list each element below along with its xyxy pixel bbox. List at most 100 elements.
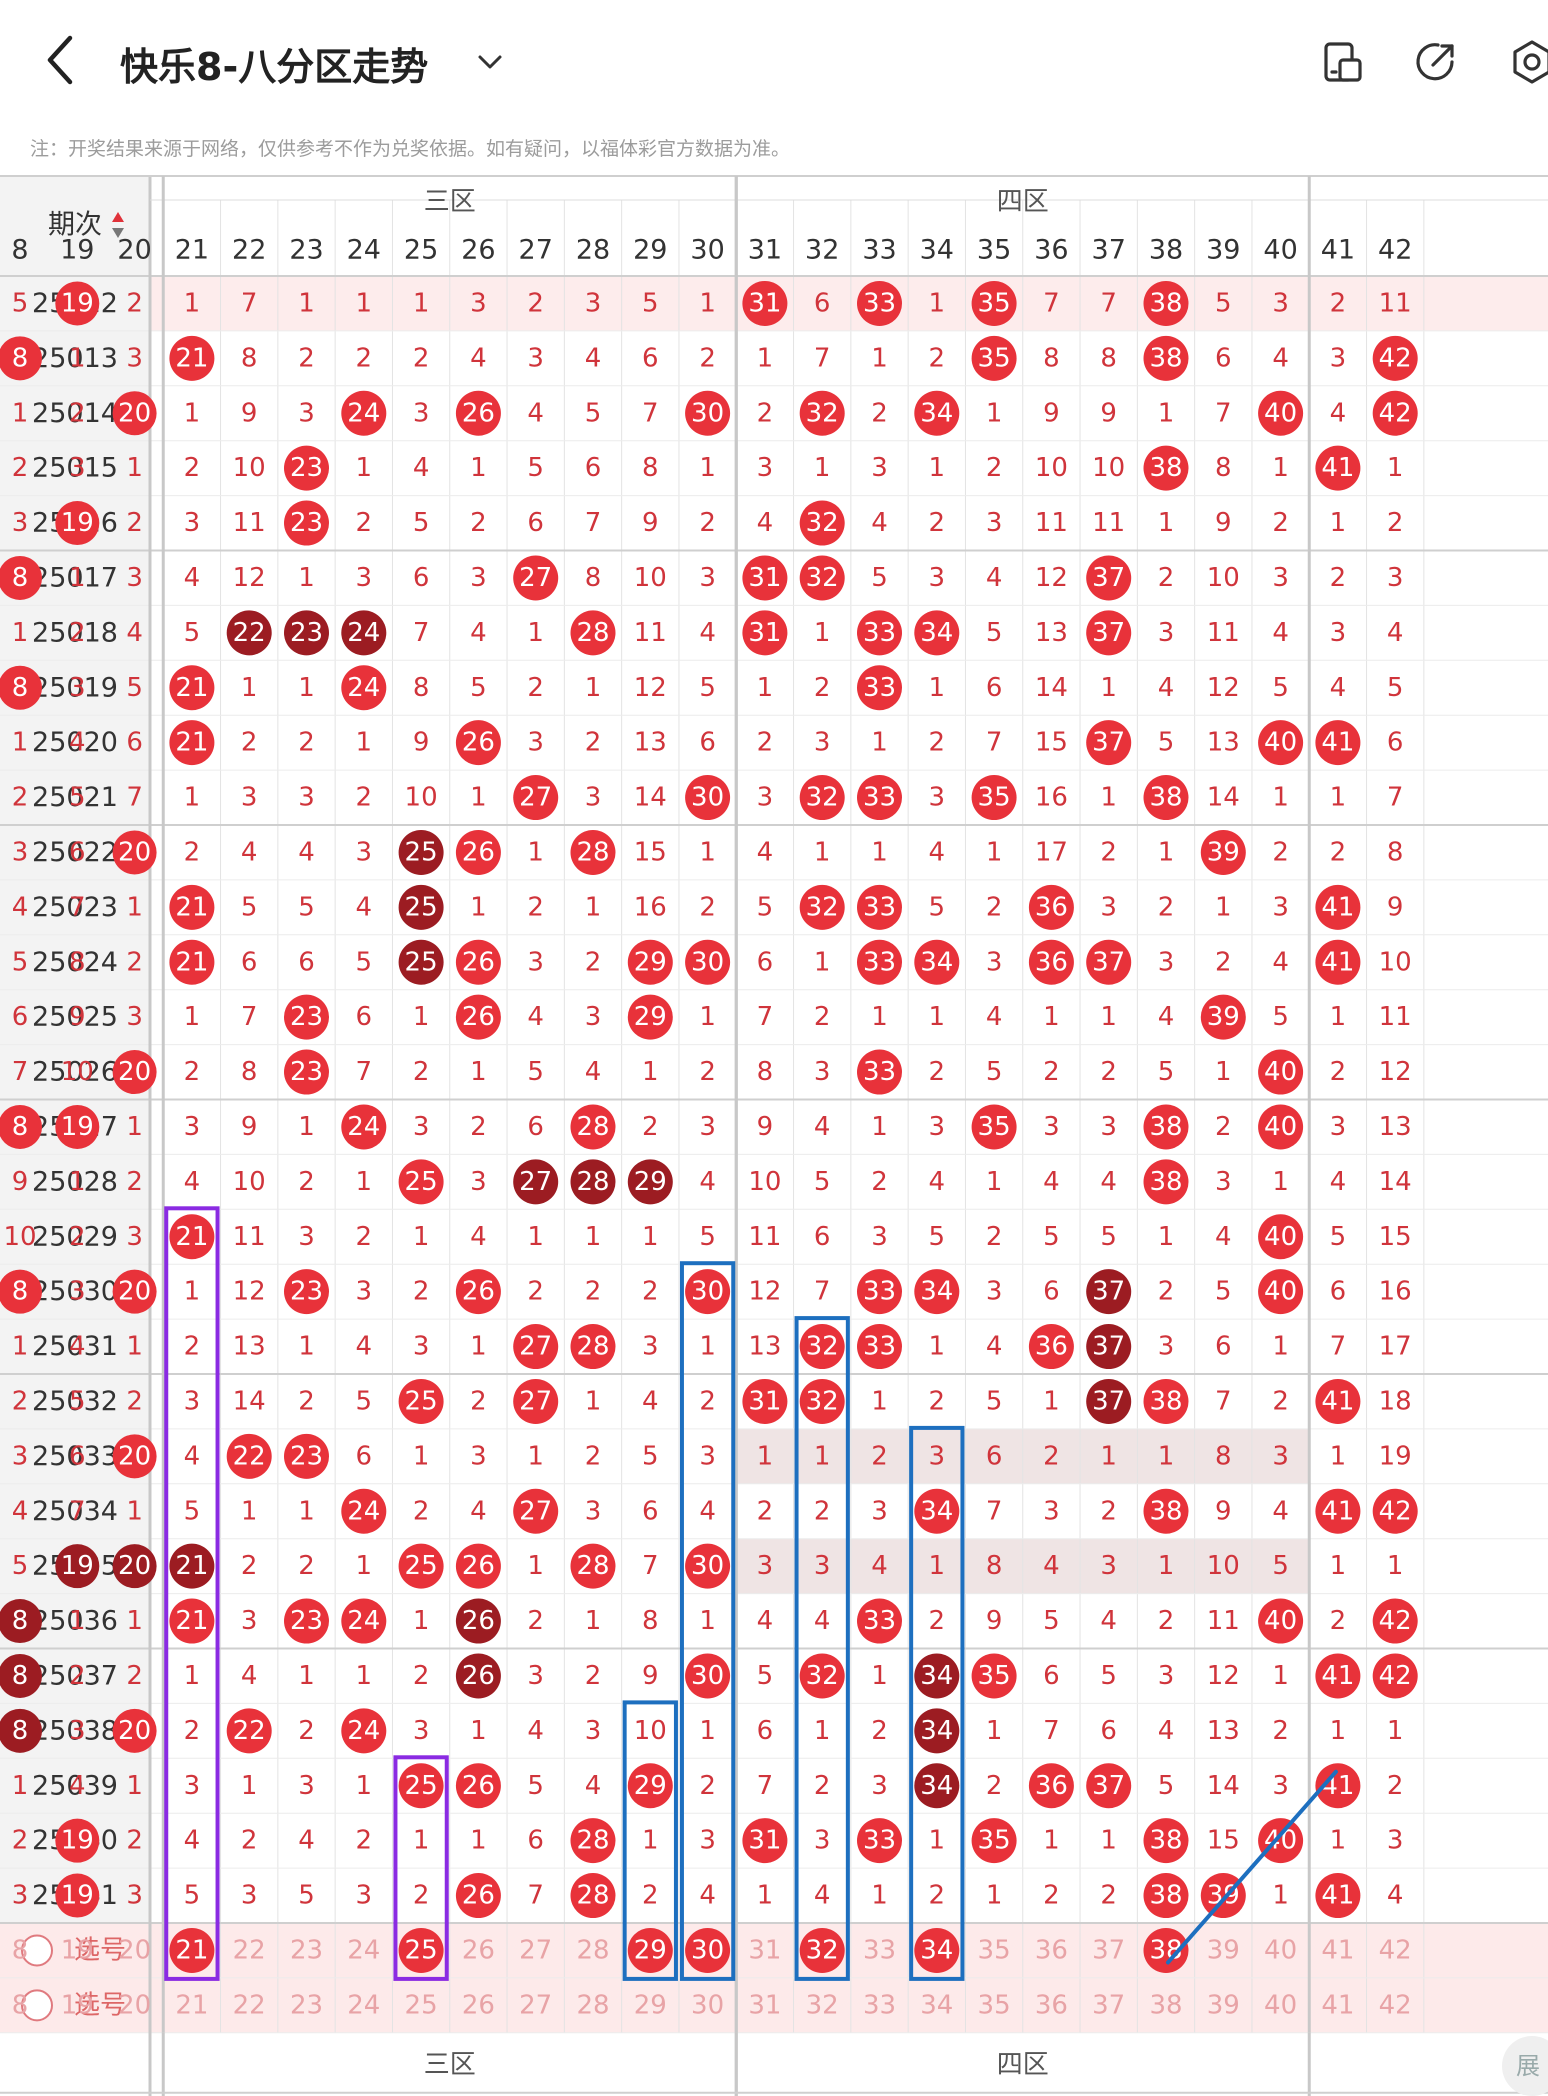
select-number[interactable]: 25: [405, 1990, 438, 2020]
select-number[interactable]: 40: [1264, 1935, 1297, 1965]
sort-arrows-icon[interactable]: [112, 228, 124, 238]
miss-count: 7: [757, 1771, 774, 1801]
period-label: 25025: [32, 1002, 118, 1033]
select-number[interactable]: 35: [978, 1935, 1011, 1965]
select-number[interactable]: 23: [290, 1990, 323, 2020]
select-number[interactable]: 37: [1092, 1990, 1125, 2020]
select-number[interactable]: 26: [462, 1935, 495, 1965]
select-number[interactable]: 8: [12, 1990, 29, 2020]
select-number[interactable]: 27: [519, 1935, 552, 1965]
number-ball: [398, 884, 444, 930]
miss-count: 7: [1100, 288, 1117, 318]
select-number[interactable]: 24: [347, 1935, 380, 1965]
ball-number: 21: [175, 1551, 208, 1581]
select-number[interactable]: 38: [1149, 1990, 1182, 2020]
period-label: 25020: [32, 727, 118, 758]
number-ball: [112, 391, 157, 436]
miss-count: 4: [585, 1057, 602, 1087]
select-number[interactable]: 32: [806, 1990, 839, 2020]
select-number[interactable]: 30: [691, 1990, 724, 2020]
select-number[interactable]: 27: [519, 1990, 552, 2020]
select-number[interactable]: 19: [61, 1935, 94, 1965]
number-ball: [1143, 1104, 1189, 1150]
settings-icon[interactable]: [1508, 38, 1548, 86]
number-ball: [1258, 1598, 1304, 1644]
radio-circle-icon[interactable]: [21, 1934, 53, 1967]
select-number[interactable]: 35: [978, 1990, 1011, 2020]
miss-count: 7: [241, 1002, 258, 1032]
miss-count: 10: [634, 563, 667, 593]
select-number[interactable]: 21: [175, 1990, 208, 2020]
select-number[interactable]: 41: [1321, 1990, 1354, 2020]
select-number[interactable]: 20: [118, 1990, 151, 2020]
select-number[interactable]: 19: [61, 1990, 94, 2020]
back-arrow-icon[interactable]: [38, 32, 86, 88]
select-number[interactable]: 39: [1207, 1990, 1240, 2020]
select-number[interactable]: 28: [576, 1935, 609, 1965]
select-number[interactable]: 31: [748, 1990, 781, 2020]
number-ball: [55, 1873, 100, 1918]
miss-count: 1: [184, 288, 201, 318]
select-number[interactable]: 23: [290, 1935, 323, 1965]
share-icon[interactable]: [1412, 38, 1460, 86]
miss-count: 3: [757, 783, 774, 813]
select-number[interactable]: 29: [634, 1990, 667, 2020]
page-title[interactable]: 快乐8-八分区走势: [120, 45, 429, 89]
select-number[interactable]: 33: [863, 1990, 896, 2020]
select-number[interactable]: 42: [1379, 1935, 1412, 1965]
select-number[interactable]: 41: [1321, 1935, 1354, 1965]
miss-count: 1: [527, 618, 544, 648]
ball-number: 34: [920, 1716, 953, 1746]
ball-number: 28: [576, 837, 609, 867]
selected-ball[interactable]: [799, 1927, 845, 1973]
chevron-down-icon[interactable]: [474, 46, 506, 78]
select-number[interactable]: 31: [748, 1935, 781, 1965]
screen-split-icon[interactable]: [1318, 38, 1366, 86]
select-number[interactable]: 42: [1379, 1990, 1412, 2020]
radio-circle-icon[interactable]: [21, 1989, 53, 2022]
miss-count: 5: [12, 288, 29, 318]
selected-ball[interactable]: [398, 1927, 444, 1973]
number-ball: [455, 1598, 501, 1644]
select-number[interactable]: 33: [863, 1935, 896, 1965]
period-header[interactable]: 期次: [48, 210, 102, 241]
select-number[interactable]: 20: [118, 1935, 151, 1965]
miss-count: 1: [1272, 453, 1289, 483]
selected-ball[interactable]: [627, 1927, 673, 1973]
number-ball: [398, 1543, 444, 1589]
ball-number: 28: [576, 1112, 609, 1142]
select-row-label[interactable]: 选号: [74, 1990, 126, 2020]
number-ball: [685, 1543, 731, 1589]
select-number[interactable]: 22: [233, 1990, 266, 2020]
selected-ball[interactable]: [914, 1927, 960, 1973]
select-number[interactable]: 36: [1035, 1935, 1068, 1965]
selected-ball[interactable]: [169, 1927, 215, 1973]
ball-number: 19: [61, 1112, 94, 1142]
miss-count: 15: [1035, 728, 1068, 758]
selected-ball[interactable]: [685, 1927, 731, 1973]
miss-count: 5: [12, 1551, 29, 1581]
miss-count: 1: [298, 1496, 315, 1526]
select-row-label[interactable]: 选号: [74, 1935, 126, 1965]
select-number[interactable]: 26: [462, 1990, 495, 2020]
sort-arrows-icon[interactable]: [112, 212, 124, 222]
miss-count: 2: [929, 343, 946, 373]
miss-count: 1: [413, 1606, 430, 1636]
select-number[interactable]: 37: [1092, 1935, 1125, 1965]
expand-button[interactable]: 展: [1502, 2036, 1548, 2096]
miss-count: 16: [634, 892, 667, 922]
select-number[interactable]: 28: [576, 1990, 609, 2020]
select-number[interactable]: 24: [347, 1990, 380, 2020]
selected-ball[interactable]: [1143, 1927, 1189, 1973]
column-number-header: 19: [60, 235, 94, 266]
select-number[interactable]: 8: [12, 1935, 29, 1965]
ball-number: 30: [691, 1661, 724, 1691]
miss-count: 11: [233, 508, 266, 538]
select-number[interactable]: 36: [1035, 1990, 1068, 2020]
select-number[interactable]: 39: [1207, 1935, 1240, 1965]
select-number[interactable]: 22: [233, 1935, 266, 1965]
miss-count: 1: [1330, 508, 1347, 538]
select-number[interactable]: 34: [920, 1990, 953, 2020]
select-number[interactable]: 40: [1264, 1990, 1297, 2020]
miss-count: 4: [527, 1716, 544, 1746]
